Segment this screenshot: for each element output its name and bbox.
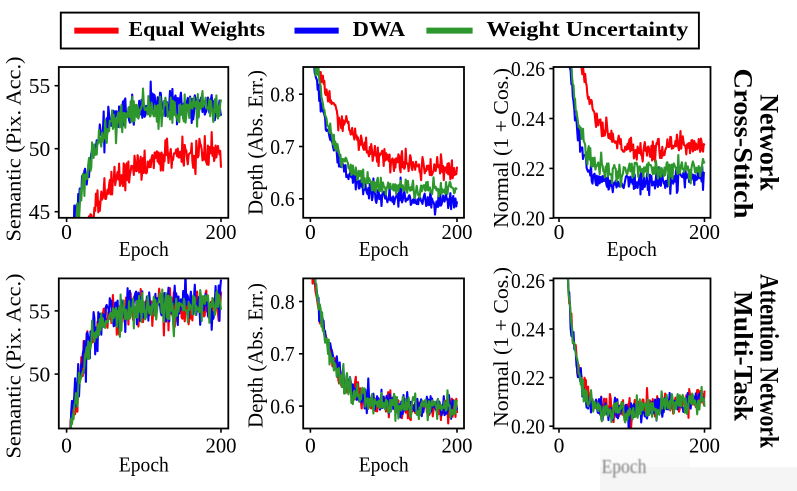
svg-text:0.20: 0.20 (511, 415, 545, 439)
svg-text:Epoch: Epoch (119, 453, 169, 477)
svg-text:0.22: 0.22 (511, 157, 545, 181)
svg-text:Depth (Abs. Err.): Depth (Abs. Err.) (244, 283, 268, 428)
svg-text:0.7: 0.7 (270, 342, 295, 366)
svg-text:0.8: 0.8 (270, 290, 295, 314)
svg-text:Network: Network (755, 94, 784, 191)
svg-text:Depth (Abs. Err.): Depth (Abs. Err.) (244, 70, 268, 215)
svg-text:45: 45 (29, 200, 51, 224)
svg-text:0.26: 0.26 (511, 57, 545, 81)
svg-text:50: 50 (29, 363, 51, 387)
svg-text:Semantic (Pix. Acc.): Semantic (Pix. Acc.) (2, 273, 26, 458)
svg-text:0.24: 0.24 (511, 317, 545, 341)
svg-text:Epoch: Epoch (119, 237, 169, 261)
svg-text:Attention Network: Attention Network (755, 274, 784, 448)
svg-text:0: 0 (554, 433, 565, 457)
svg-text:0.8: 0.8 (270, 83, 295, 107)
svg-text:Normal (1 + Cos.): Normal (1 + Cos.) (489, 267, 513, 427)
svg-text:0.26: 0.26 (511, 269, 545, 293)
svg-text:0: 0 (554, 220, 565, 244)
svg-text:Normal (1 + Cos.): Normal (1 + Cos.) (489, 68, 513, 228)
svg-text:200: 200 (689, 433, 720, 457)
svg-text:Weight Uncertainty: Weight Uncertainty (486, 17, 689, 41)
svg-text:0.6: 0.6 (270, 187, 295, 211)
svg-text:200: 200 (206, 220, 237, 244)
svg-text:0: 0 (305, 220, 316, 244)
svg-text:0: 0 (305, 433, 316, 457)
svg-text:200: 200 (206, 433, 237, 457)
svg-text:0.22: 0.22 (511, 366, 545, 390)
svg-text:200: 200 (442, 433, 473, 457)
svg-text:55: 55 (29, 299, 51, 323)
svg-text:Epoch: Epoch (359, 453, 409, 477)
svg-text:0.6: 0.6 (270, 395, 295, 419)
svg-text:0: 0 (61, 220, 72, 244)
svg-text:Cross-Stitch: Cross-Stitch (729, 69, 758, 220)
svg-text:55: 55 (29, 74, 51, 98)
svg-text:Epoch: Epoch (607, 237, 657, 261)
svg-text:Multi-Task: Multi-Task (729, 291, 758, 422)
svg-text:200: 200 (689, 220, 720, 244)
svg-text:0.24: 0.24 (511, 107, 545, 131)
svg-text:Epoch: Epoch (602, 457, 647, 478)
svg-text:0.7: 0.7 (270, 135, 295, 159)
svg-text:Epoch: Epoch (359, 237, 409, 261)
svg-text:200: 200 (442, 220, 473, 244)
svg-text:Equal Weights: Equal Weights (129, 17, 266, 41)
svg-text:0.20: 0.20 (511, 207, 545, 231)
svg-text:0: 0 (61, 433, 72, 457)
svg-text:50: 50 (29, 137, 51, 161)
svg-text:Semantic (Pix. Acc.): Semantic (Pix. Acc.) (2, 56, 26, 241)
svg-text:DWA: DWA (353, 17, 406, 41)
